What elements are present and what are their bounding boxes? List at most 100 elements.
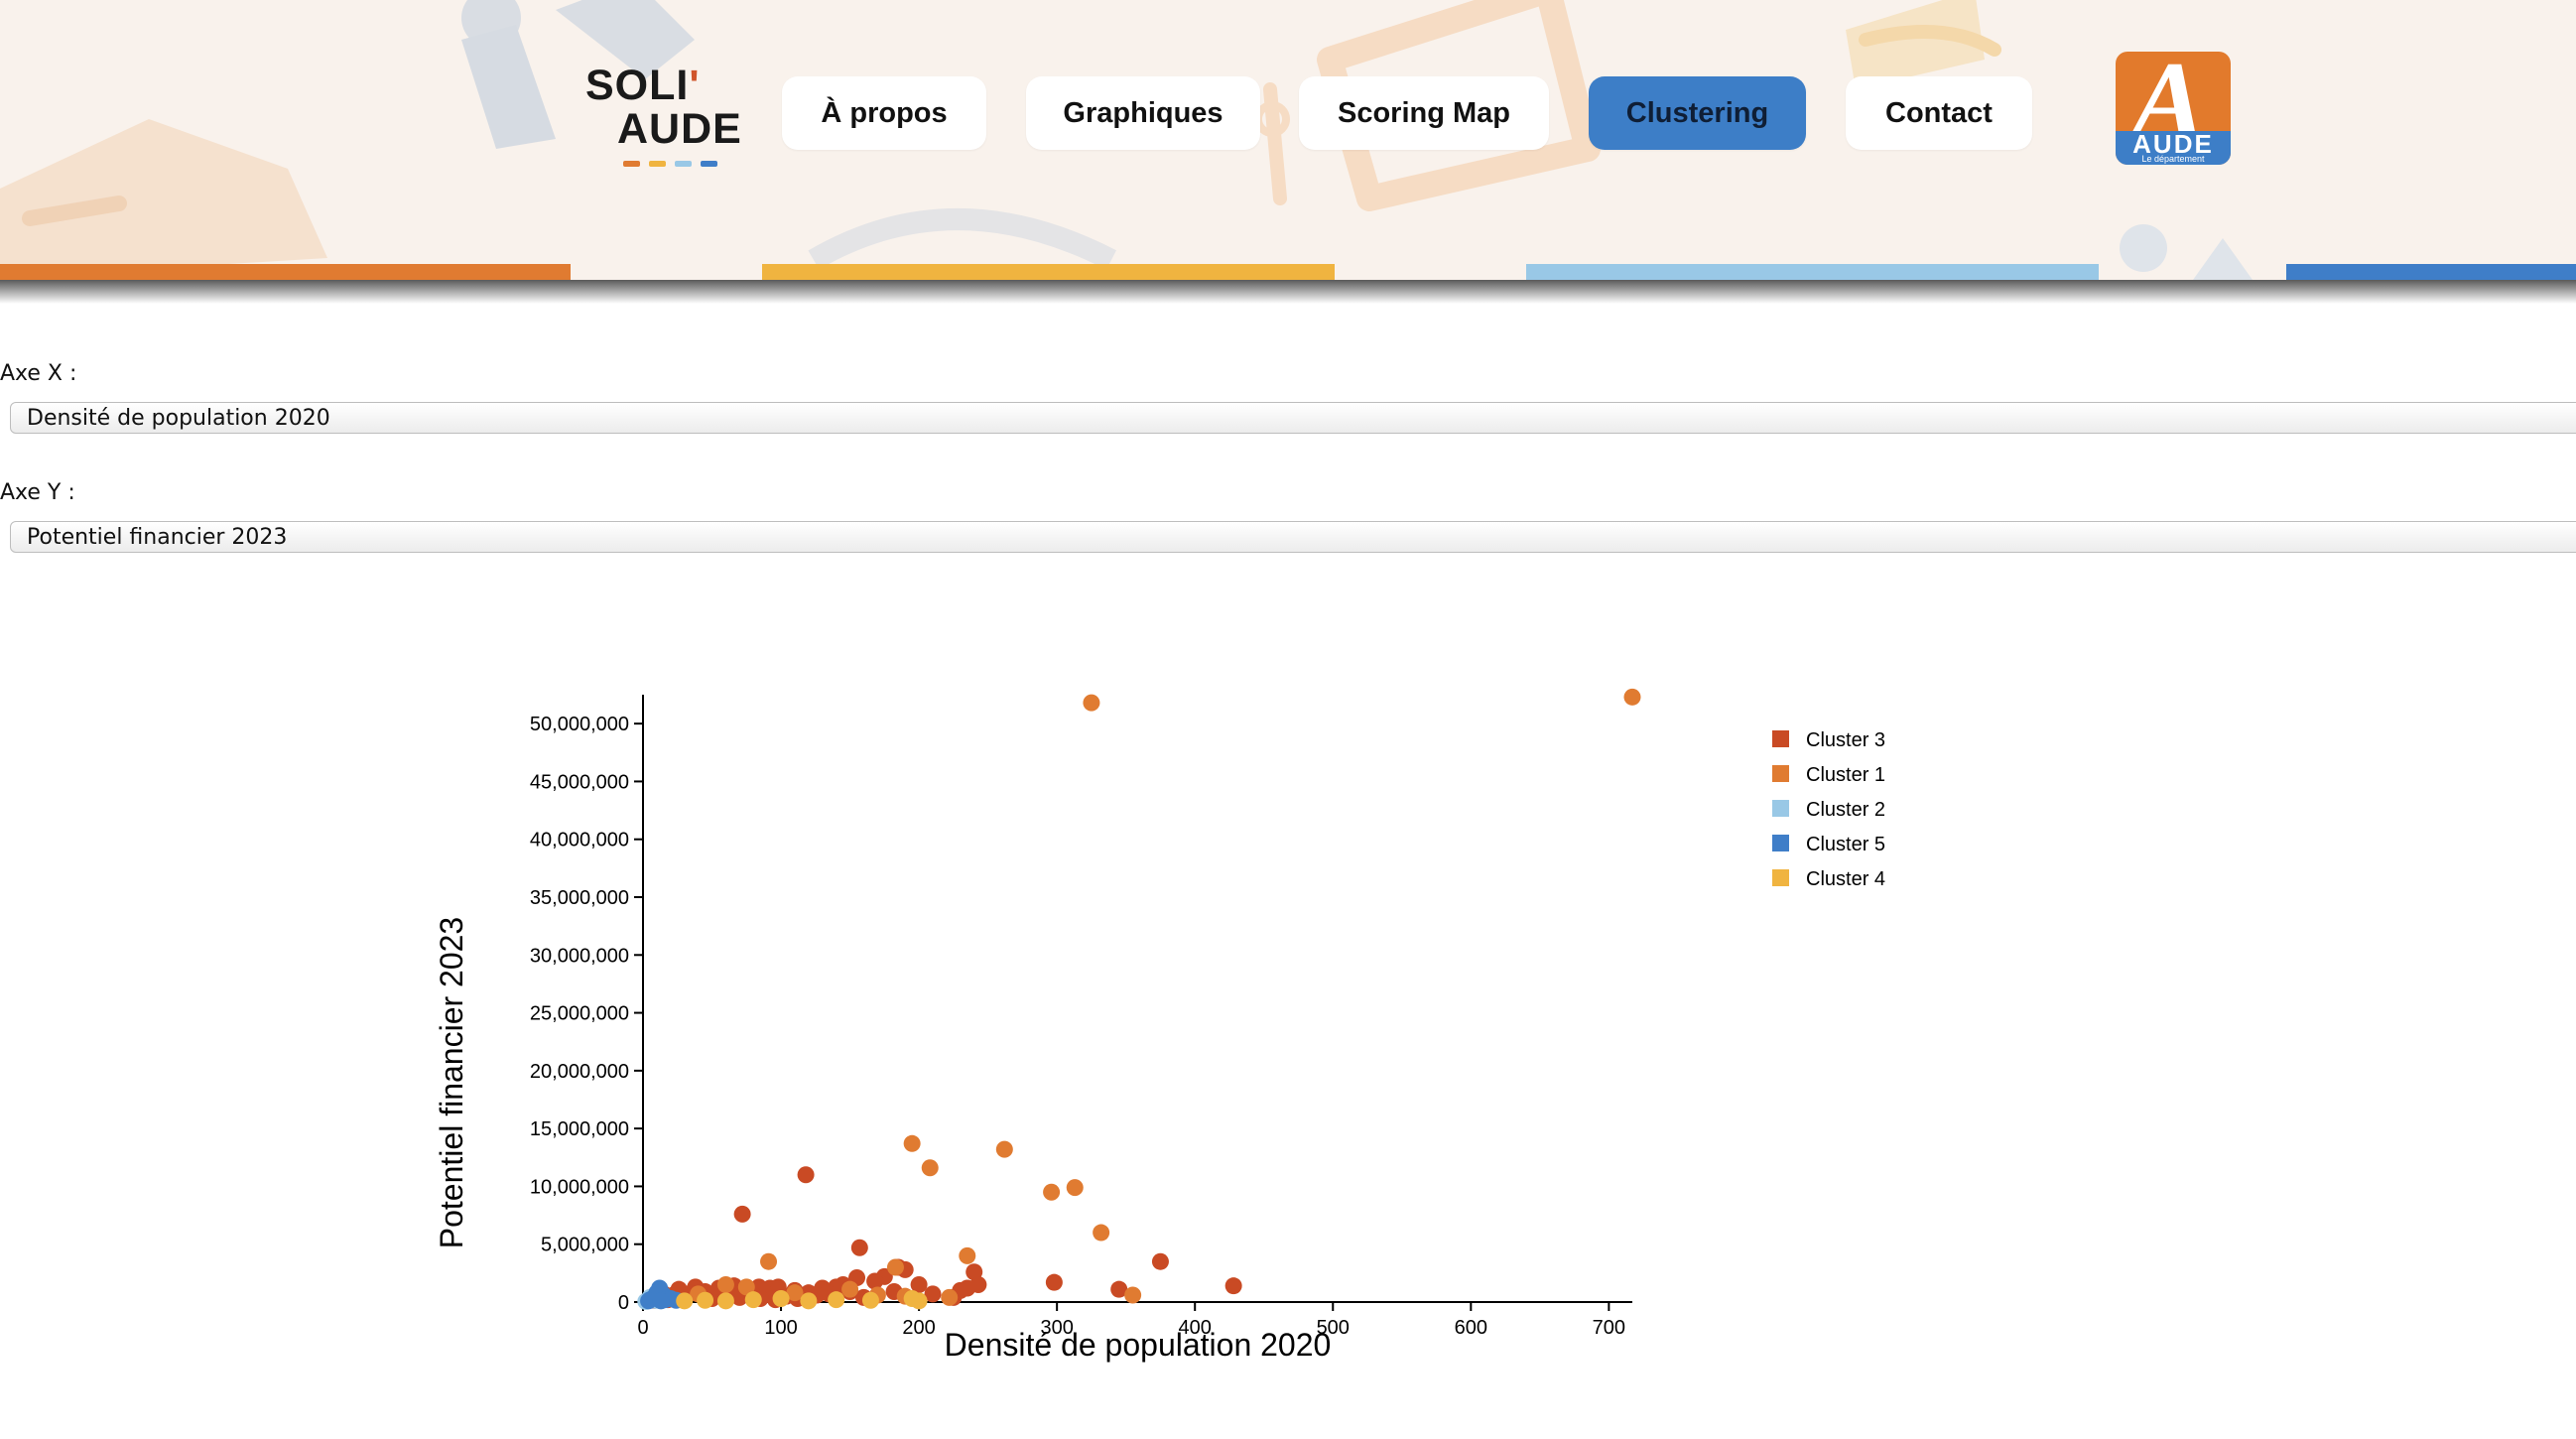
data-point [1110, 1280, 1128, 1298]
color-stripe-light-blue [1526, 264, 2099, 280]
data-point [667, 1291, 685, 1309]
legend-swatch [1772, 730, 1789, 747]
data-point [673, 1291, 691, 1309]
y-tick-label: 15,000,000 [530, 1118, 629, 1140]
data-point [676, 1292, 694, 1310]
data-point [910, 1292, 928, 1310]
legend-label: Cluster 3 [1806, 729, 1885, 751]
aude-departement-logo[interactable]: A AUDE Le département [2116, 52, 2231, 165]
y-axis-title: Potentiel financier 2023 [434, 917, 469, 1248]
data-point [733, 1205, 751, 1223]
y-tick-label: 50,000,000 [530, 714, 629, 735]
data-point [924, 1285, 942, 1303]
y-tick-label: 45,000,000 [530, 771, 629, 793]
series-cluster-2 [637, 1288, 665, 1310]
y-tick-label: 35,000,000 [530, 887, 629, 909]
data-point [797, 1166, 815, 1184]
data-point [786, 1281, 804, 1299]
data-point [966, 1263, 983, 1281]
data-point [670, 1280, 688, 1298]
data-point [995, 1140, 1013, 1158]
series-cluster-1 [690, 688, 1641, 1306]
aude-logo-subtitle: Le département [2141, 154, 2205, 164]
data-point [647, 1291, 665, 1309]
data-point [651, 1279, 669, 1297]
data-point [772, 1290, 790, 1308]
nav-a-propos[interactable]: À propos [782, 76, 986, 150]
data-point [704, 1290, 721, 1308]
data-point [637, 1292, 655, 1310]
data-point [800, 1292, 818, 1310]
data-point [725, 1277, 743, 1295]
data-point [841, 1283, 859, 1301]
nav-clustering[interactable]: Clustering [1589, 76, 1806, 150]
legend-swatch [1772, 869, 1789, 886]
x-tick-label: 200 [902, 1317, 935, 1339]
data-point [769, 1278, 787, 1296]
data-point [835, 1276, 852, 1294]
y-axis-select-label: Axe Y : [0, 480, 75, 505]
data-point [945, 1288, 963, 1306]
nav-graphiques[interactable]: Graphiques [1026, 76, 1260, 150]
y-axis-select-value: Potentiel financier 2023 [27, 524, 288, 550]
x-tick-label: 0 [637, 1317, 648, 1339]
data-point [706, 1286, 723, 1304]
logo-color-dashes [623, 154, 732, 167]
data-point [1066, 1179, 1084, 1197]
x-tick-label: 100 [764, 1317, 797, 1339]
data-point [648, 1284, 666, 1302]
data-point [648, 1287, 666, 1305]
data-point [896, 1260, 914, 1278]
nav-contact[interactable]: Contact [1846, 76, 2032, 150]
data-point [659, 1291, 677, 1309]
data-point [896, 1287, 914, 1305]
data-point [640, 1292, 658, 1310]
y-axis-select[interactable]: Potentiel financier 2023 [10, 521, 2576, 553]
data-point [921, 1159, 939, 1177]
nav-scoring-map[interactable]: Scoring Map [1299, 76, 1549, 150]
data-point [1083, 694, 1100, 712]
data-point [1045, 1273, 1063, 1291]
data-point [751, 1290, 769, 1308]
data-point [761, 1279, 779, 1297]
data-point [959, 1279, 976, 1297]
data-point [709, 1279, 727, 1297]
soli-aude-logo[interactable]: SOLI' AUDE [583, 62, 742, 167]
data-point [645, 1291, 663, 1309]
data-point [714, 1283, 732, 1301]
legend-label: Cluster 4 [1806, 868, 1885, 890]
aude-logo-word: AUDE [2132, 129, 2214, 159]
logo-line-1: SOLI [585, 62, 690, 109]
data-point [641, 1288, 659, 1306]
data-point [969, 1276, 987, 1294]
data-point [850, 1239, 868, 1256]
data-point [1623, 688, 1641, 706]
data-point [808, 1286, 826, 1304]
data-point [638, 1292, 656, 1310]
data-point [737, 1278, 755, 1296]
y-tick-label: 20,000,000 [530, 1061, 629, 1083]
y-tick-label: 40,000,000 [530, 830, 629, 851]
data-point [866, 1272, 884, 1290]
data-point [1124, 1286, 1142, 1304]
header-shadow [0, 280, 2576, 304]
data-point [739, 1281, 757, 1299]
data-point [1093, 1224, 1110, 1242]
data-point [952, 1281, 969, 1299]
y-tick-label: 30,000,000 [530, 945, 629, 967]
data-point [716, 1287, 734, 1305]
data-point [744, 1286, 762, 1304]
color-stripe-yellow [762, 264, 1335, 280]
x-axis-select[interactable]: Densité de population 2020 [10, 402, 2576, 434]
data-point [697, 1291, 714, 1309]
data-point [814, 1279, 832, 1297]
data-point [903, 1290, 921, 1308]
data-point [755, 1284, 773, 1302]
data-point [652, 1292, 670, 1310]
x-tick-label: 300 [1040, 1317, 1073, 1339]
x-axis-select-value: Densité de population 2020 [27, 405, 330, 431]
data-point [1043, 1183, 1061, 1201]
data-point [861, 1291, 879, 1309]
data-point [676, 1288, 694, 1306]
data-point [786, 1284, 804, 1302]
